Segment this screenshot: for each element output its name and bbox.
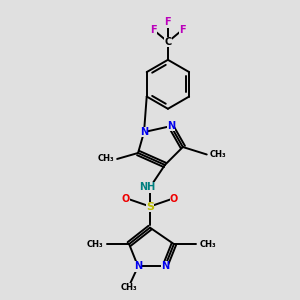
Text: C: C [164,37,172,47]
Text: O: O [170,194,178,204]
Text: O: O [122,194,130,204]
Text: N: N [161,262,169,272]
Text: NH: NH [139,182,155,192]
Text: CH₃: CH₃ [121,283,137,292]
Text: S: S [146,202,154,212]
Text: F: F [150,25,157,35]
Text: F: F [179,25,186,35]
Text: F: F [165,17,171,28]
Text: CH₃: CH₃ [199,240,216,249]
Text: CH₃: CH₃ [210,150,226,159]
Text: CH₃: CH₃ [87,240,104,249]
Text: N: N [134,262,142,272]
Text: CH₃: CH₃ [98,154,114,164]
Text: N: N [140,127,148,137]
Text: N: N [167,121,175,131]
